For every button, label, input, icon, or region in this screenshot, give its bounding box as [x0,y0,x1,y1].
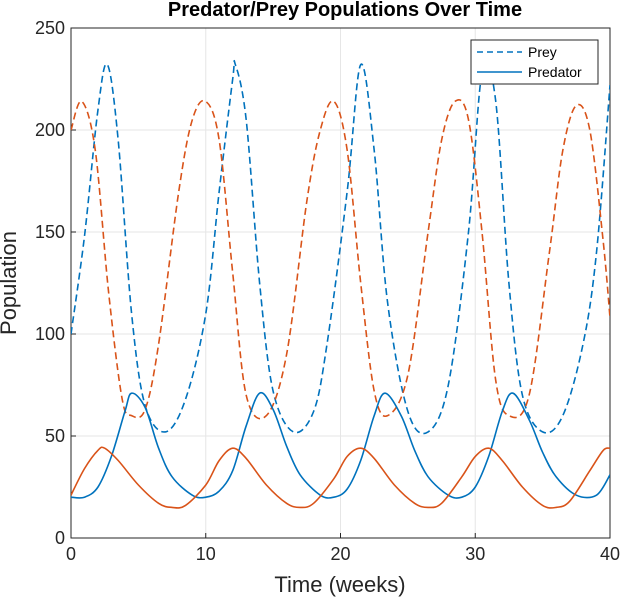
x-tick-label: 40 [600,544,620,564]
data-series [71,59,610,509]
y-tick-label: 150 [35,222,65,242]
series-line-predator-solid-blue [71,391,610,499]
y-tick-label: 100 [35,324,65,344]
legend: Prey Predator [470,39,599,85]
y-tick-label: 250 [35,18,65,38]
series-line-prey-dashed-orange [71,98,610,420]
x-tick-label: 30 [465,544,485,564]
y-tick-label: 0 [55,528,65,548]
legend-label-predator: Predator [528,64,582,80]
axis-ticks: 0 10 20 30 40 0 50 100 150 200 250 [35,18,620,564]
y-tick-label: 200 [35,120,65,140]
series-line-prey-dashed-blue [71,59,610,435]
y-tick-label: 50 [45,426,65,446]
y-axis-label: Population [0,231,21,335]
series-line-predator-solid-orange [71,446,610,509]
x-tick-label: 10 [196,544,216,564]
legend-label-prey: Prey [528,44,557,60]
chart-title: Predator/Prey Populations Over Time [168,0,522,21]
x-tick-label: 20 [330,544,350,564]
legend-box [470,39,599,85]
x-tick-label: 0 [66,544,76,564]
x-axis-label: Time (weeks) [274,572,405,597]
